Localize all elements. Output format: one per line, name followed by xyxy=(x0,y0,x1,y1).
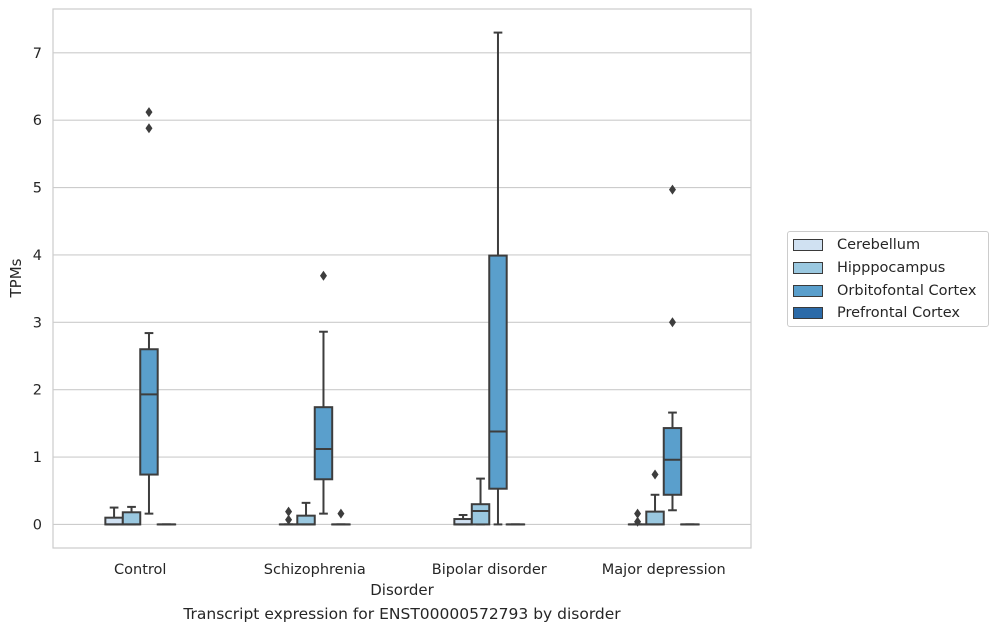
y-tick-label: 3 xyxy=(33,315,42,331)
box-2-1 xyxy=(313,270,334,515)
x-axis-label: Disorder xyxy=(370,581,434,599)
y-tick-labels: 0 1 2 3 4 5 6 7 xyxy=(33,46,42,534)
legend-label-prefrontal-cortex: Prefrontal Cortex xyxy=(837,305,960,321)
outlier-point xyxy=(634,508,642,519)
box-1-0 xyxy=(121,505,142,526)
y-tick-label: 4 xyxy=(33,248,42,264)
y-tick-label: 5 xyxy=(33,181,42,197)
outlier-point xyxy=(634,516,642,527)
outlier-point xyxy=(319,270,327,281)
box-iqr xyxy=(296,514,316,526)
legend-swatch-prefrontal-cortex xyxy=(793,307,823,319)
outlier-point xyxy=(285,506,293,517)
legend: Cerebellum Hipppocampus Orbitofontal Cor… xyxy=(787,231,989,327)
outlier-point xyxy=(145,107,153,118)
x-tick-labels: Control Schizophrenia Bipolar disorder Majo… xyxy=(114,562,726,578)
plot-area xyxy=(52,8,752,549)
legend-swatch-hippocampus xyxy=(793,262,823,274)
box-series xyxy=(104,31,700,527)
box-1-2 xyxy=(470,477,491,526)
legend-label-orbitofrontal-cortex: Orbitofontal Cortex xyxy=(837,283,977,299)
box-iqr xyxy=(104,516,124,526)
box-iqr xyxy=(121,511,142,526)
box-0-0 xyxy=(104,506,124,526)
box-1-1 xyxy=(296,501,316,526)
box-iqr xyxy=(139,348,159,476)
y-tick-label: 0 xyxy=(33,517,42,533)
box-1-3 xyxy=(645,469,665,526)
outlier-point xyxy=(668,184,676,195)
y-tick-label: 6 xyxy=(33,113,42,129)
box-iqr xyxy=(313,406,334,481)
legend-swatch-orbitofrontal-cortex xyxy=(793,285,823,297)
legend-item-prefrontal-cortex: Prefrontal Cortex xyxy=(793,303,960,323)
box-2-2 xyxy=(488,31,508,526)
box-3-1 xyxy=(331,508,351,526)
outlier-point xyxy=(337,508,345,519)
x-tick-label: Schizophrenia xyxy=(264,562,366,578)
box-iqr xyxy=(470,503,491,526)
outlier-point xyxy=(145,123,153,134)
y-tick-label: 7 xyxy=(33,46,42,62)
legend-label-cerebellum: Cerebellum xyxy=(837,237,921,253)
box-2-3 xyxy=(662,184,683,512)
y-tick-label: 1 xyxy=(33,450,42,466)
y-axis-label: TPMs xyxy=(7,258,25,298)
legend-label-hippocampus: Hipppocampus xyxy=(837,260,946,276)
x-tick-label: Bipolar disorder xyxy=(432,562,547,578)
outlier-point xyxy=(651,469,659,480)
legend-item-orbitofrontal-cortex: Orbitofontal Cortex xyxy=(793,281,976,301)
x-tick-label: Control xyxy=(114,562,166,578)
box-0-3 xyxy=(627,508,648,527)
outlier-point xyxy=(668,317,676,328)
box-iqr xyxy=(645,510,665,526)
y-tick-label: 2 xyxy=(33,383,42,399)
box-2-0 xyxy=(139,107,159,515)
legend-item-cerebellum: Cerebellum xyxy=(793,235,920,255)
chart-caption: Transcript expression for ENST0000057279… xyxy=(183,605,621,623)
box-iqr xyxy=(662,427,683,496)
legend-item-hippocampus: Hipppocampus xyxy=(793,258,945,278)
outlier-point xyxy=(285,514,293,525)
box-iqr xyxy=(488,254,508,490)
x-tick-label: Major depression xyxy=(602,562,726,578)
legend-swatch-cerebellum xyxy=(793,239,823,251)
